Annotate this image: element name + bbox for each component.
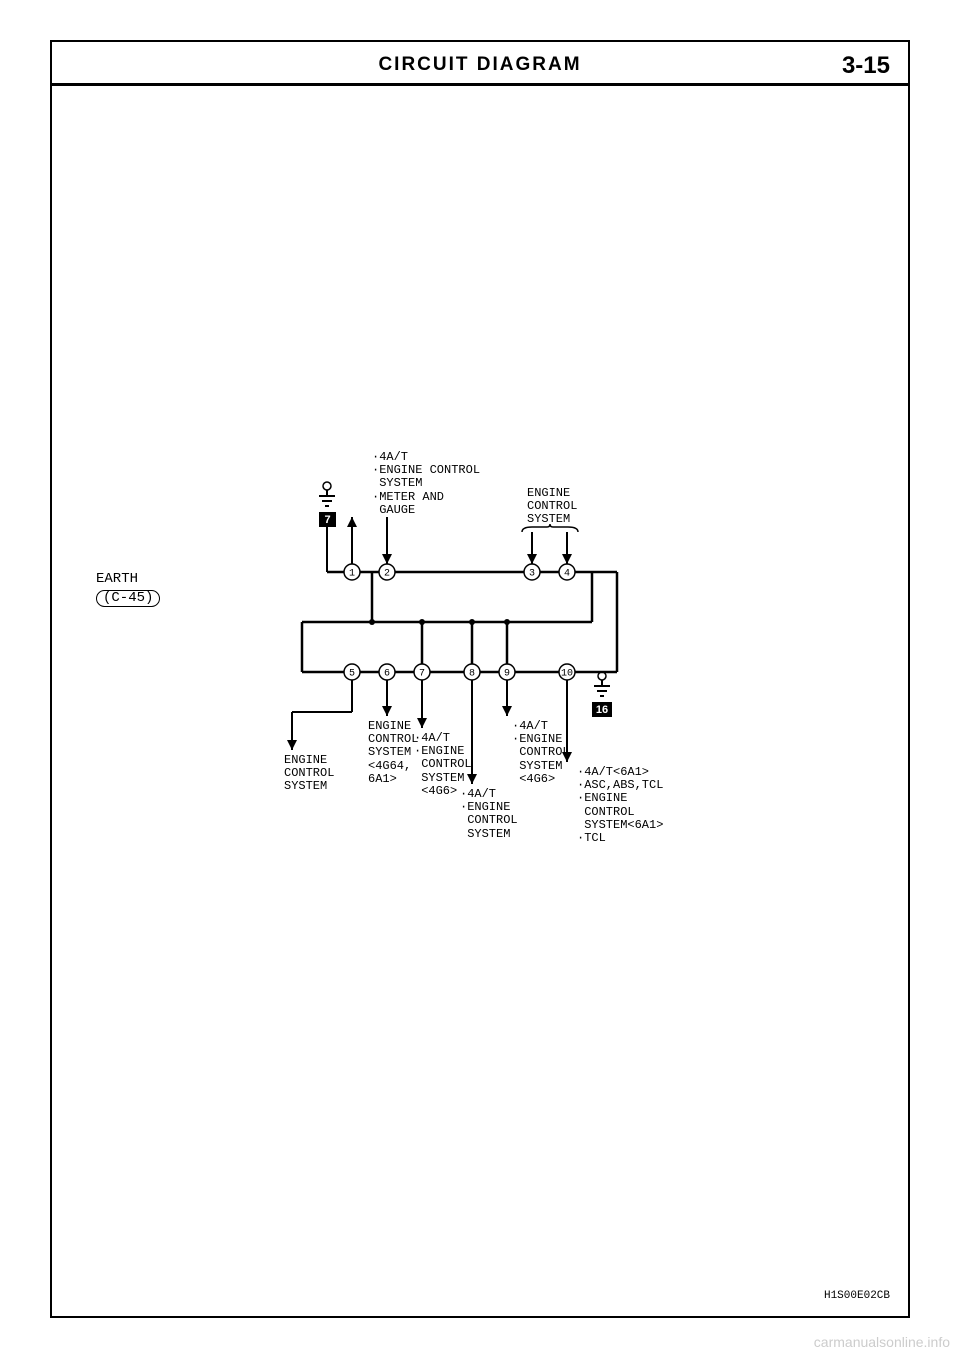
svg-text:8: 8 [469,669,475,680]
ground-7: 7 [319,482,336,527]
page-frame: CIRCUIT DIAGRAM 3-15 EARTH (C-45) ·4A/T … [50,40,910,1318]
svg-text:7: 7 [419,669,425,680]
svg-text:7: 7 [324,514,330,526]
circuit-svg: 7 16 [52,42,912,942]
document-id: H1S00E02CB [824,1290,890,1302]
svg-text:10: 10 [561,669,573,680]
watermark: carmanualsonline.info [814,1334,950,1350]
circuit-diagram: EARTH (C-45) ·4A/T ·ENGINE CONTROL SYSTE… [52,42,908,1316]
svg-text:16: 16 [596,704,608,716]
svg-text:9: 9 [504,669,510,680]
svg-text:6: 6 [384,669,390,680]
svg-text:2: 2 [384,569,390,580]
svg-text:4: 4 [564,569,570,580]
svg-text:1: 1 [349,569,355,580]
svg-text:5: 5 [349,669,355,680]
ground-16: 16 [592,672,612,717]
svg-text:3: 3 [529,569,535,580]
